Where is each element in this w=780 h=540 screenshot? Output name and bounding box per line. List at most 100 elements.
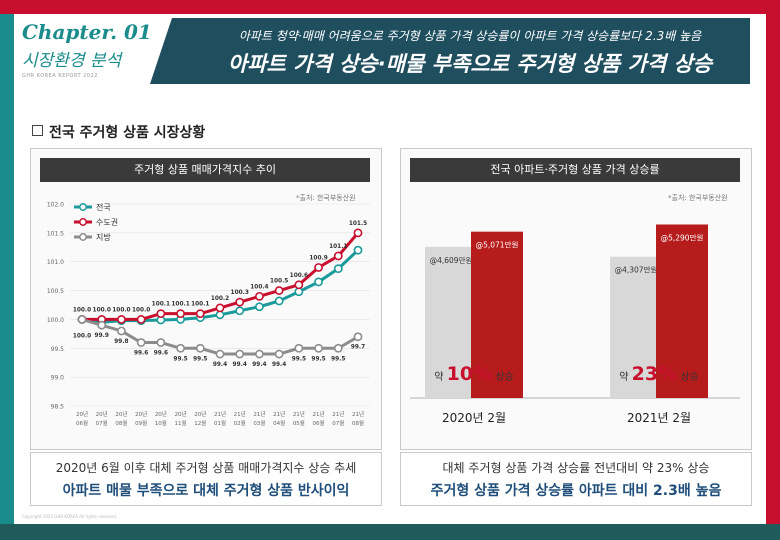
data-point: [156, 338, 166, 347]
x-tick-label-year: 21년: [332, 410, 344, 418]
data-point: [117, 326, 126, 336]
bar: [610, 256, 662, 398]
x-tick-label-month: 02월: [234, 419, 246, 427]
data-point: [235, 297, 245, 307]
bar-value-label: @5,071만원: [476, 241, 519, 250]
data-point: [314, 277, 323, 287]
annotation-suffix: 상승: [677, 371, 699, 383]
data-point: [235, 349, 245, 359]
chapter-title: 시장환경 분석: [22, 51, 122, 71]
data-label: 100.5: [270, 279, 288, 285]
x-tick-label-month: 05월: [293, 419, 305, 427]
data-point: [353, 332, 363, 342]
checkbox-icon: [32, 125, 43, 136]
data-point: [117, 315, 126, 324]
data-point: [215, 303, 225, 313]
x-tick-label-year: 20년: [155, 410, 167, 418]
data-point: [353, 228, 363, 238]
bar-value-label: @4,307만원: [615, 266, 658, 275]
data-point: [156, 309, 166, 319]
right-source: *출처: 한국부동산원: [668, 194, 728, 202]
data-label: 101.1: [329, 244, 347, 250]
x-tick-label-year: 20년: [76, 410, 88, 418]
x-tick-label-month: 06월: [76, 419, 88, 427]
x-tick-label-month: 10월: [155, 419, 167, 427]
x-tick-label-month: 07월: [96, 419, 108, 427]
header-subtitle: 아파트 청약·매매 어려움으로 주거형 상품 가격 상승률이 아파트 가격 상승…: [238, 29, 702, 43]
data-point: [215, 310, 225, 320]
legend-label: 수도권: [96, 217, 118, 227]
category-label: 2020년 2월: [442, 411, 506, 425]
data-point: [176, 309, 185, 319]
bar: [656, 224, 708, 398]
data-label: 99.5: [331, 356, 345, 362]
x-tick-label-month: 12월: [194, 419, 206, 427]
x-tick-label-month: 04월: [273, 419, 285, 427]
data-label: 100.1: [171, 302, 189, 308]
y-tick-label: 101.0: [47, 259, 64, 266]
data-point: [97, 320, 107, 330]
x-tick-label-year: 20년: [194, 410, 206, 418]
x-tick-label-year: 21년: [313, 410, 325, 418]
data-label: 100.0: [93, 307, 111, 313]
data-point: [77, 315, 87, 324]
data-point: [136, 338, 146, 347]
data-label: 100.0: [112, 307, 130, 313]
y-tick-label: 99.0: [51, 375, 65, 382]
left-caption: 2020년 6월 이후 대체 주거형 상품 매매가격지수 상승 추세 아파트 매…: [30, 452, 382, 506]
data-label: 100.0: [132, 307, 150, 313]
x-tick-label-month: 01월: [214, 419, 226, 427]
data-label: 100.6: [290, 273, 308, 279]
category-label: 2021년 2월: [627, 411, 691, 425]
bar: [471, 231, 523, 398]
data-point: [136, 315, 146, 324]
x-tick-label-month: 11월: [175, 419, 187, 427]
data-point: [353, 245, 363, 255]
data-label: 99.5: [193, 356, 207, 362]
right-caption: 대체 주거형 상품 가격 상승률 전년대비 약 23% 상승 주거형 상품 가격…: [400, 452, 752, 506]
x-tick-label-year: 21년: [234, 410, 246, 418]
legend-marker: [79, 233, 87, 241]
x-tick-label-year: 20년: [135, 410, 147, 418]
data-point: [274, 349, 284, 359]
section-title: 전국 주거형 상품 시장상황: [32, 122, 205, 142]
frame-right-bar: [766, 14, 780, 540]
data-label: 100.9: [309, 255, 327, 261]
data-label: 100.1: [152, 302, 170, 308]
data-label: 99.8: [114, 339, 128, 345]
x-tick-label-year: 21년: [352, 410, 364, 418]
x-tick-label-year: 21년: [253, 410, 265, 418]
left-caption-line2: 아파트 매물 부족으로 대체 주거형 상품 반사이익: [62, 483, 350, 499]
data-point: [314, 343, 323, 353]
report-name: GHR KOREA REPORT 2022: [22, 73, 98, 79]
frame-left-bar: [0, 14, 14, 540]
data-point: [274, 296, 284, 306]
data-label: 99.5: [292, 356, 306, 362]
annotation-prefix: 약: [619, 371, 631, 383]
legend-label: 전국: [96, 202, 111, 212]
x-tick-label-month: 07월: [332, 419, 344, 427]
data-point: [333, 343, 343, 353]
data-label: 99.4: [233, 362, 247, 368]
data-label: 99.7: [351, 345, 365, 351]
bar-chart: @4,609만원@5,071만원 2020년 2월 약 10% 상승 @4,307만원…: [410, 224, 740, 425]
data-point: [274, 286, 284, 295]
y-tick-label: 99.5: [51, 346, 65, 353]
frame-top-bar: [0, 0, 780, 14]
y-tick-label: 101.5: [47, 230, 64, 237]
data-label: 100.0: [73, 333, 91, 339]
x-tick-label-year: 21년: [273, 410, 285, 418]
section-title-text: 전국 주거형 상품 시장상황: [49, 125, 206, 141]
data-point: [235, 306, 245, 316]
line-chart: 98.5 99.0 99.5 100.0 100.5 101.0 101.5 102.0 20년…: [47, 202, 370, 427]
left-source: *출처: 한국부동산원: [296, 194, 356, 202]
data-label: 99.9: [95, 333, 109, 339]
x-tick-label-year: 21년: [293, 410, 305, 418]
annotation-value: 23%: [632, 363, 677, 385]
right-panel-heading: 전국 아파트·주거형 상품 가격 상승률: [410, 158, 740, 182]
x-tick-label-year: 21년: [214, 410, 226, 418]
x-tick-label-year: 20년: [115, 410, 127, 418]
data-label: 100.2: [211, 296, 229, 302]
frame-bottom-bar: [0, 524, 780, 540]
left-panel-heading: 주거형 상품 매매가격지수 추이: [40, 158, 370, 182]
